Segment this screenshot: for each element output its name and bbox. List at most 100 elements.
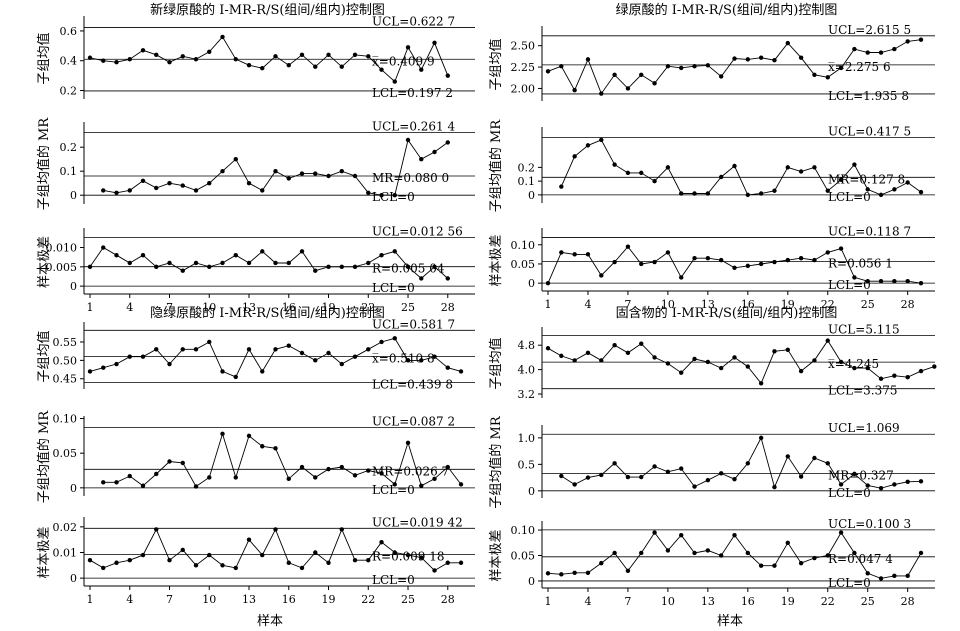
- data-point: [114, 560, 119, 565]
- data-point: [180, 547, 185, 553]
- x-tick-label: 4: [584, 595, 591, 608]
- data-point: [852, 46, 857, 52]
- data-point: [745, 57, 751, 62]
- data-point: [273, 169, 278, 174]
- y-tick-label: 0.50: [53, 354, 78, 367]
- data-point: [260, 444, 265, 449]
- panel-1: 0.2 0.4 0.6 子组均值 UCL=0.622 7 x̅=0.409 9 LCL=0.…: [36, 15, 475, 100]
- data-point: [419, 483, 424, 488]
- data-point: [127, 188, 132, 193]
- data-point: [299, 565, 305, 571]
- data-point: [612, 259, 617, 265]
- data-point: [585, 143, 591, 148]
- data-point: [286, 560, 291, 565]
- data-point: [87, 55, 93, 60]
- ucl-label: UCL=0.087 2: [372, 414, 455, 428]
- data-point: [339, 361, 344, 367]
- x-tick-label: 19: [322, 593, 336, 606]
- data-point: [379, 67, 384, 72]
- data-point: [352, 557, 358, 563]
- data-point: [785, 165, 790, 170]
- center-line-label: MR=0.026 7: [372, 464, 449, 478]
- ucl-label: UCL=0.581 7: [372, 317, 455, 331]
- center-line-label: MR=0.080 0: [372, 171, 449, 185]
- data-point: [379, 193, 384, 198]
- data-point: [366, 54, 371, 59]
- data-point: [679, 65, 684, 71]
- data-point: [705, 255, 711, 261]
- y-tick-label: 0.45: [53, 373, 78, 386]
- data-point: [745, 550, 751, 556]
- data-point: [599, 560, 604, 566]
- x-tick-label: 10: [661, 298, 675, 311]
- data-point: [572, 570, 577, 576]
- data-point: [313, 171, 318, 176]
- data-point: [154, 185, 159, 191]
- data-point: [838, 530, 844, 535]
- data-point: [313, 550, 318, 555]
- data-point: [339, 64, 344, 69]
- data-point: [559, 473, 564, 479]
- data-point: [233, 157, 238, 162]
- x-tick-label: 16: [741, 595, 755, 608]
- data-point: [612, 343, 617, 348]
- data-point: [798, 474, 804, 479]
- data-point: [892, 279, 897, 284]
- data-point: [419, 67, 424, 72]
- x-tick-label: 10: [202, 593, 216, 606]
- data-point: [87, 264, 93, 270]
- data-point: [625, 170, 631, 176]
- data-point: [758, 191, 764, 196]
- data-point: [905, 573, 910, 579]
- panel-2: 0 0.1 0.2 子组均值的 MR UCL=0.261 4 MR=0.080 0 LCL=…: [36, 117, 475, 210]
- y-axis-label: 子组均值的 MR: [36, 410, 52, 503]
- series-line: [103, 432, 462, 488]
- data-point: [220, 34, 225, 40]
- data-point: [220, 260, 225, 266]
- data-point: [405, 45, 411, 50]
- data-point: [193, 484, 199, 489]
- data-point: [679, 275, 684, 280]
- data-point: [679, 532, 684, 538]
- data-point: [585, 570, 591, 576]
- data-point: [273, 260, 278, 266]
- data-point: [260, 552, 265, 558]
- data-point: [180, 183, 185, 188]
- data-point: [299, 171, 305, 176]
- data-point: [772, 349, 777, 354]
- data-point: [639, 72, 644, 77]
- data-point: [207, 475, 212, 480]
- data-point: [772, 188, 777, 193]
- y-tick-label: 0.4: [60, 55, 78, 68]
- data-point: [167, 459, 172, 464]
- data-point: [220, 431, 225, 436]
- data-point: [193, 563, 199, 568]
- data-point: [246, 347, 252, 352]
- x-tick-label: 13: [242, 593, 256, 606]
- panel-1: 2.00 2.25 2.50 子组均值 UCL=2.615 5 x̅=2.275 6 LCL…: [488, 23, 935, 103]
- data-point: [599, 137, 604, 143]
- data-point: [878, 50, 884, 55]
- x-tick-label: 7: [166, 593, 173, 606]
- data-point: [220, 169, 225, 174]
- data-point: [366, 260, 371, 266]
- data-point: [326, 350, 331, 356]
- data-point: [825, 188, 830, 193]
- ucl-label: UCL=0.417 5: [828, 124, 911, 138]
- data-point: [745, 461, 751, 466]
- data-point: [585, 252, 591, 257]
- y-tick-label: 3.2: [518, 388, 536, 401]
- data-point: [705, 191, 711, 196]
- data-point: [445, 73, 450, 78]
- data-point: [652, 259, 657, 265]
- lcl-label: LCL=0.439 8: [372, 377, 453, 391]
- data-point: [419, 358, 424, 363]
- data-point: [273, 446, 278, 451]
- x-tick-label: 13: [242, 301, 256, 314]
- data-point: [878, 485, 884, 491]
- x-tick-label: 22: [821, 298, 835, 311]
- center-line-label: MR=0.127 8: [828, 172, 905, 186]
- lcl-label: LCL=0: [828, 278, 871, 292]
